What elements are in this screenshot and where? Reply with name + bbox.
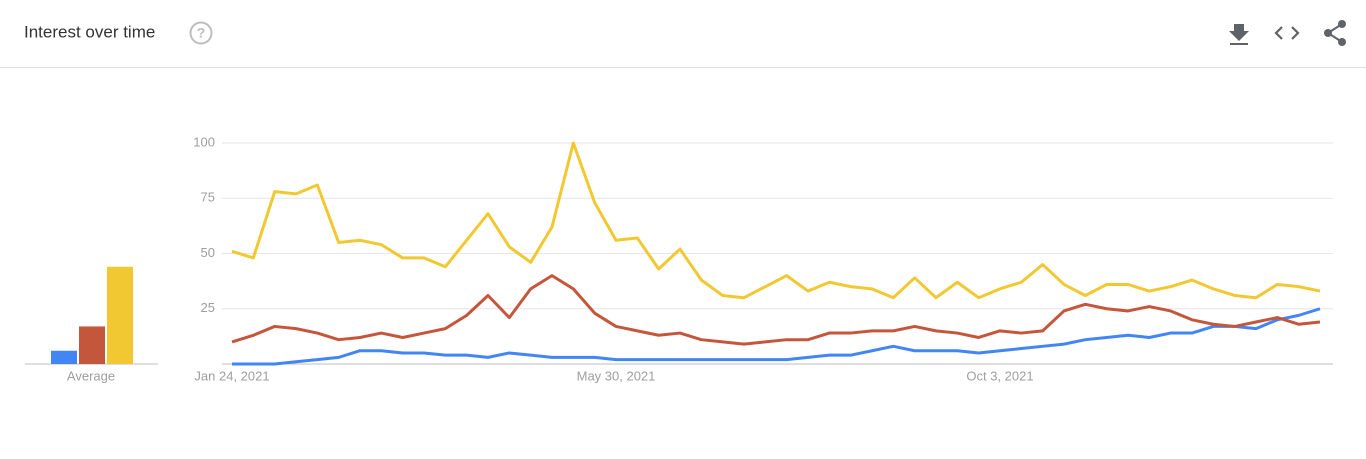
help-icon[interactable]: ?	[189, 21, 213, 45]
average-bar	[107, 266, 133, 364]
y-tick-label: 75	[201, 190, 215, 205]
average-bar	[51, 350, 77, 364]
average-label: Average	[67, 368, 115, 383]
share-button[interactable]	[1324, 20, 1346, 46]
y-tick-label: 25	[201, 300, 215, 315]
series-line	[231, 274, 1321, 346]
x-tick-label: May 30, 2021	[577, 368, 656, 383]
embed-button[interactable]	[1274, 26, 1300, 40]
series-line	[232, 307, 1321, 366]
x-tick-label: Oct 3, 2021	[966, 368, 1033, 383]
download-button[interactable]	[1229, 24, 1249, 45]
y-tick-label: 50	[201, 245, 215, 260]
x-tick-label: Jan 24, 2021	[194, 368, 269, 383]
y-tick-label: 100	[193, 134, 215, 149]
series-line	[231, 141, 1321, 300]
svg-text:?: ?	[197, 25, 206, 41]
average-bar	[79, 326, 105, 364]
widget-title: Interest over time	[24, 22, 155, 41]
